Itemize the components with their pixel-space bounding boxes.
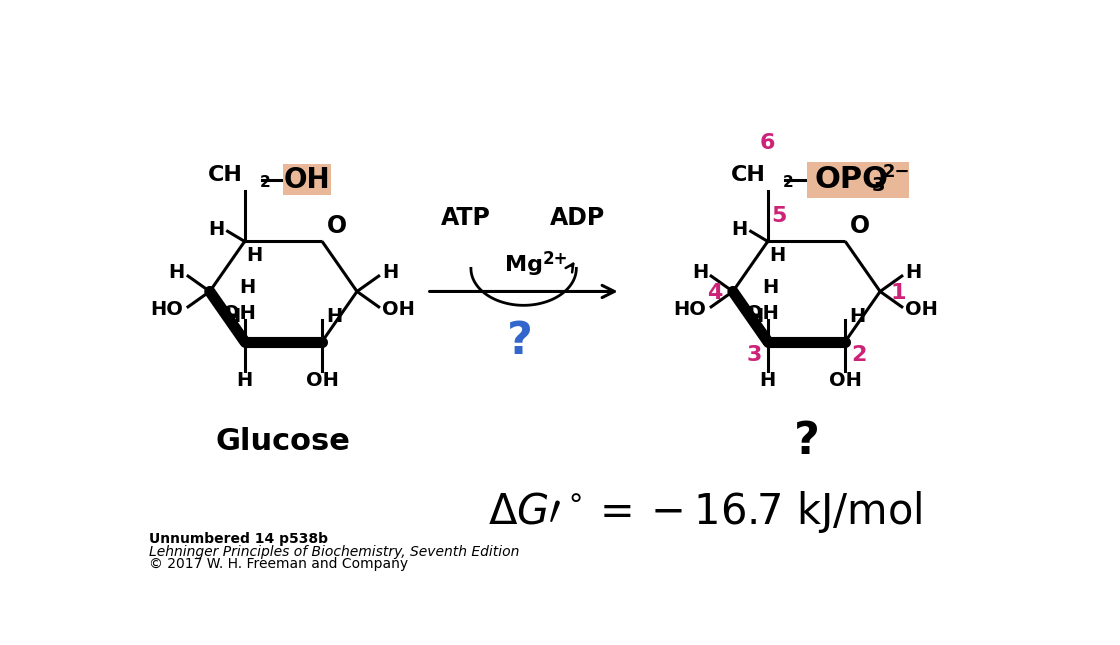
Text: H: H [208,220,224,239]
Text: HO: HO [150,301,184,319]
Text: 2: 2 [783,175,794,190]
Text: O: O [327,214,347,239]
Text: CH: CH [731,165,766,185]
Text: OH: OH [829,370,861,390]
Text: H: H [748,308,764,326]
Text: H: H [382,263,398,283]
Text: ADP: ADP [550,206,606,230]
Text: ?: ? [794,420,820,463]
Text: H: H [763,278,778,297]
Text: CH: CH [208,165,243,185]
Text: 6: 6 [760,133,775,153]
Text: © 2017 W. H. Freeman and Company: © 2017 W. H. Freeman and Company [149,557,409,571]
Text: ?: ? [507,320,533,363]
Text: Lehninger Principles of Biochemistry, Seventh Edition: Lehninger Principles of Biochemistry, Se… [149,545,520,559]
Text: H: H [692,263,708,283]
Text: 4: 4 [707,283,722,303]
Text: 2−: 2− [883,163,911,181]
Text: HO: HO [673,301,707,319]
Text: OPO: OPO [814,165,888,194]
Text: H: H [326,308,343,326]
Text: H: H [731,220,748,239]
Text: ATP: ATP [440,206,491,230]
FancyBboxPatch shape [283,164,332,195]
Text: H: H [224,308,241,326]
Text: H: H [245,246,262,264]
Text: H: H [240,278,255,297]
Text: OH: OH [746,304,778,322]
Text: 2+: 2+ [543,250,569,268]
Text: 3: 3 [871,177,885,195]
Text: OH: OH [905,301,937,319]
Text: Unnumbered 14 p538b: Unnumbered 14 p538b [149,531,328,546]
Text: H: H [169,263,185,283]
Text: OH: OH [382,301,414,319]
Text: H: H [849,308,866,326]
Text: H: H [769,246,785,264]
Text: Mg: Mg [505,255,542,275]
Text: 5: 5 [771,206,786,226]
FancyBboxPatch shape [806,162,908,197]
Text: $\Delta G\prime^\circ = -16.7\ \mathrm{kJ/mol}$: $\Delta G\prime^\circ = -16.7\ \mathrm{k… [488,490,923,535]
Text: H: H [236,370,253,390]
Text: 2: 2 [260,175,271,190]
Text: H: H [759,370,776,390]
Text: Glucose: Glucose [216,427,351,456]
Text: OH: OH [284,166,330,194]
Text: OH: OH [223,304,255,322]
Text: O: O [850,214,870,239]
Text: 3: 3 [746,345,762,365]
Text: H: H [905,263,921,283]
Text: 2: 2 [851,345,867,365]
Text: OH: OH [306,370,338,390]
Text: 1: 1 [892,283,906,303]
